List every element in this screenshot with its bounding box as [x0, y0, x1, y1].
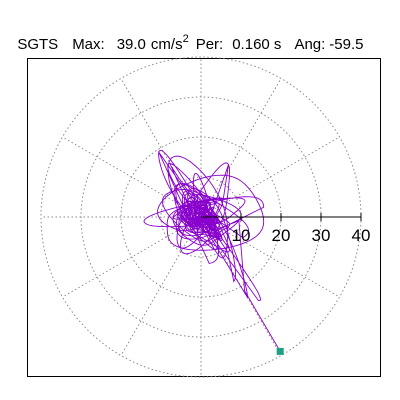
axis-tick-label: 20: [272, 226, 291, 245]
ang-value: -59.5: [329, 36, 364, 53]
station-name: SGTS: [17, 36, 59, 53]
max-amplitude-marker: [276, 347, 284, 355]
motion-trace: [143, 149, 281, 352]
grid-spoke: [200, 216, 340, 298]
axis-tick-label: 30: [312, 226, 331, 245]
radial-axis: 10 20 30 40: [201, 213, 370, 245]
grid-spoke: [200, 136, 340, 218]
max-value: 39.0: [116, 36, 146, 53]
per-label: Per:: [195, 36, 224, 53]
grid-spoke: [200, 78, 282, 218]
ang-label: Ang:: [294, 36, 326, 53]
grid-spoke: [120, 78, 202, 218]
max-amplitude-marker-group: [276, 347, 284, 355]
axis-tick-label: 40: [352, 226, 371, 245]
plot-header: SGTS Max: 39.0 cm/s2 Per: 0.160 s Ang: -59.5: [9, 16, 364, 53]
grid-spoke: [62, 136, 202, 218]
grid-spoke: [120, 216, 202, 356]
max-unit: cm/s: [150, 36, 183, 53]
max-unit-exponent: 2: [182, 33, 189, 45]
per-value: 0.160 s: [232, 36, 282, 53]
max-label: Max:: [72, 36, 105, 53]
motion-trace-line: [143, 149, 281, 352]
axis-tick-label: 10: [232, 226, 251, 245]
grid-spoke: [62, 216, 202, 298]
